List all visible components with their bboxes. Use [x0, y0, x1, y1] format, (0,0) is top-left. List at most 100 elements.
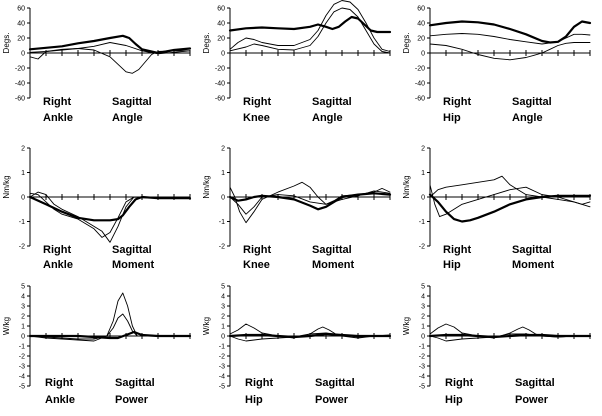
y-tick-label: -1 [419, 219, 425, 226]
y-tick-label: 20 [417, 36, 425, 43]
panel-label-right-bottom: Power [115, 394, 149, 406]
y-tick-label: -5 [219, 384, 225, 391]
y-tick-label: -20 [415, 66, 425, 73]
y-tick-label: 60 [17, 6, 25, 13]
panel-label-right-bottom: Angle [312, 112, 343, 124]
panel-label-left-bottom: Hip [445, 394, 463, 406]
series-line-bold [228, 15, 392, 34]
y-tick-label: -2 [19, 244, 25, 251]
y-axis-label: W/kg [202, 317, 211, 335]
series-line-thin [229, 332, 391, 342]
chart-panel: 60 40 20 0 -20 -40 -60 Degs. Right Ankle Sagittal A… [2, 6, 192, 124]
y-tick-label: -60 [215, 96, 225, 103]
series-line-thin [429, 175, 591, 205]
series-line-thin [229, 190, 391, 215]
chart-panel: 5 4 3 2 1 0 -1 -2 -3 -4 -5 W/kg Right Hip Sagittal Powe… [202, 284, 392, 406]
y-tick-label: 4 [421, 294, 425, 301]
y-tick-label: -60 [415, 96, 425, 103]
series-line-thin [29, 42, 191, 55]
y-tick-label: 5 [21, 284, 25, 291]
y-tick-label: 0 [421, 51, 425, 58]
panel-label-left-top: Right [245, 377, 273, 389]
series-line-thin [429, 42, 591, 61]
series-line-bold [28, 34, 192, 55]
panel-label-left-top: Right [445, 377, 473, 389]
y-tick-label: 20 [217, 36, 225, 43]
panel-label-left-bottom: Hip [443, 259, 461, 271]
chart-panel: 5 4 3 2 1 0 -1 -2 -3 -4 -5 W/kg Right Hip Sagittal Powe… [402, 284, 592, 406]
y-axis-label: W/kg [2, 317, 11, 335]
panel-label-right-top: Sagittal [512, 96, 552, 108]
chart-panel: 60 40 20 0 -20 -40 -60 Degs. Right Knee Sagittal An… [202, 0, 392, 124]
y-tick-label: 60 [417, 6, 425, 13]
panel-label-right-bottom: Moment [512, 259, 555, 271]
panel-label-left-top: Right [45, 377, 73, 389]
series-line-thin [229, 0, 391, 52]
series-line-thin [429, 33, 591, 45]
series-line-bold [428, 20, 592, 44]
panel-label-right-top: Sagittal [515, 377, 555, 389]
y-tick-label: -40 [15, 81, 25, 88]
y-tick-label: -20 [15, 66, 25, 73]
y-tick-label: 1 [221, 170, 225, 177]
y-tick-label: 0 [421, 334, 425, 341]
y-axis-label: Nm/kg [2, 175, 11, 198]
y-axis-label: Nm/kg [202, 175, 211, 198]
panel-label-right-bottom: Moment [312, 259, 355, 271]
y-axis-label: Degs. [402, 33, 411, 54]
chart-panel: 60 40 20 0 -20 -40 -60 Degs. Right Hip Sagittal Ang… [402, 6, 592, 124]
y-tick-label: 1 [421, 324, 425, 331]
y-tick-label: 3 [21, 304, 25, 311]
y-tick-label: 2 [421, 146, 425, 153]
panel-label-right-top: Sagittal [112, 96, 152, 108]
y-axis-label: Nm/kg [402, 175, 411, 198]
panel-label-left-bottom: Hip [443, 112, 461, 124]
y-tick-label: 0 [221, 334, 225, 341]
y-tick-label: 2 [21, 314, 25, 321]
panel-label-right-bottom: Angle [112, 112, 143, 124]
y-tick-label: 3 [221, 304, 225, 311]
y-tick-label: -4 [419, 374, 425, 381]
y-tick-label: -1 [219, 219, 225, 226]
y-tick-label: 4 [21, 294, 25, 301]
panel-label-right-top: Sagittal [312, 244, 352, 256]
panel-label-left-top: Right [43, 96, 71, 108]
y-tick-label: 5 [221, 284, 225, 291]
y-tick-label: -5 [419, 384, 425, 391]
series-line-thin [429, 184, 591, 218]
y-tick-label: 2 [221, 314, 225, 321]
y-tick-label: -40 [415, 81, 425, 88]
panel-label-left-bottom: Ankle [43, 112, 73, 124]
y-tick-label: 4 [221, 294, 225, 301]
y-tick-label: 1 [21, 324, 25, 331]
y-tick-label: -2 [419, 354, 425, 361]
panel-label-left-bottom: Knee [243, 112, 270, 124]
series-line-thin [229, 181, 391, 224]
y-tick-label: 5 [421, 284, 425, 291]
chart-panel: 5 4 3 2 1 0 -1 -2 -3 -4 -5 W/kg Right Ankle Sagittal Po… [2, 284, 192, 406]
y-tick-label: 40 [417, 21, 425, 28]
y-tick-label: 2 [421, 314, 425, 321]
y-tick-label: -5 [19, 384, 25, 391]
chart-panel: 2 1 0 -1 -2 Nm/kg Right Ankle Sagittal Moment [2, 146, 192, 271]
panel-label-left-top: Right [243, 96, 271, 108]
y-tick-label: -1 [19, 219, 25, 226]
y-tick-label: -60 [15, 96, 25, 103]
y-tick-label: 0 [21, 195, 25, 202]
y-tick-label: -1 [419, 344, 425, 351]
y-tick-label: 40 [217, 21, 225, 28]
panel-label-left-top: Right [443, 244, 471, 256]
y-tick-label: -1 [19, 344, 25, 351]
y-tick-label: 0 [21, 51, 25, 58]
y-tick-label: 0 [221, 195, 225, 202]
series-line-thin [29, 191, 191, 243]
chart-panel: 2 1 0 -1 -2 Nm/kg Right Knee Sagittal Moment [202, 146, 392, 271]
panel-label-left-bottom: Ankle [45, 394, 75, 406]
panel-label-left-top: Right [443, 96, 471, 108]
panel-label-right-bottom: Power [515, 394, 549, 406]
y-tick-label: 60 [217, 6, 225, 13]
panel-label-left-bottom: Hip [245, 394, 263, 406]
panel-label-right-top: Sagittal [512, 244, 552, 256]
